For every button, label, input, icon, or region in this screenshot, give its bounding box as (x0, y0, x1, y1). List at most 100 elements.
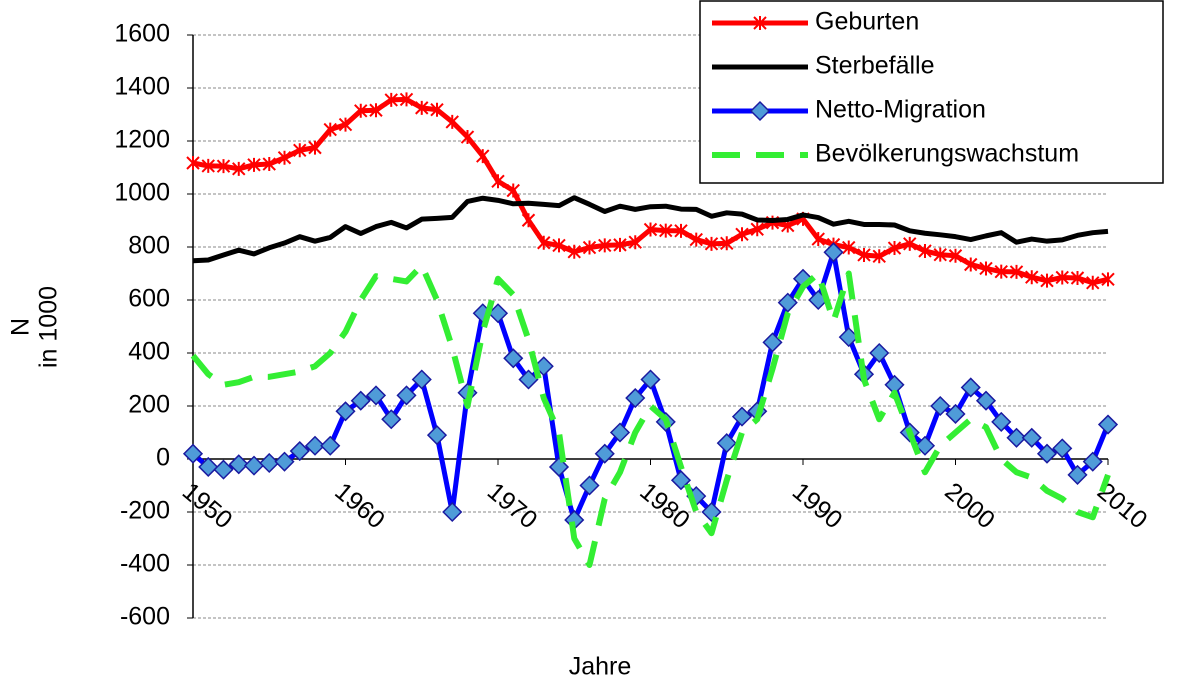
y-axis-title: N (7, 318, 35, 336)
diamond-marker (823, 242, 844, 263)
star-marker (842, 240, 856, 255)
series-group (192, 195, 1109, 264)
star-marker (354, 103, 368, 118)
star-marker (1101, 272, 1115, 287)
diamond-marker (914, 435, 936, 456)
diamond-marker (365, 385, 387, 406)
star-marker (369, 103, 383, 118)
legend-label: Netto-Migration (815, 96, 986, 124)
star-marker (1040, 273, 1054, 288)
star-marker (1070, 271, 1085, 286)
diamond-marker (396, 385, 417, 406)
diamond-marker (975, 390, 997, 411)
diamond-marker (198, 456, 219, 478)
series-group (182, 242, 1119, 531)
diamond-marker (930, 395, 951, 417)
y-axis-title: in 1000 (35, 286, 63, 368)
y-tick-label: 600 (128, 285, 170, 313)
star-marker (689, 232, 703, 247)
star-marker (552, 238, 566, 253)
star-marker (613, 237, 627, 252)
series-group (186, 92, 1115, 290)
diamond-marker (518, 369, 539, 390)
star-marker (735, 227, 749, 242)
star-marker (201, 158, 215, 173)
diamond-marker (777, 292, 798, 313)
x-tick-label: 1970 (482, 477, 543, 534)
y-tick-label: -400 (120, 550, 170, 578)
star-marker (918, 243, 932, 258)
star-marker (247, 157, 261, 172)
y-tick-label: 1000 (114, 179, 170, 207)
star-marker (262, 157, 276, 172)
star-marker (887, 241, 902, 256)
diamond-marker (335, 401, 356, 422)
star-marker (750, 222, 764, 237)
star-marker (521, 213, 536, 228)
star-marker (1055, 270, 1069, 285)
star-marker (460, 130, 475, 145)
diamond-marker (228, 454, 249, 475)
legend-marker (753, 16, 767, 30)
x-tick-label: 1950 (177, 477, 238, 534)
star-marker (964, 257, 978, 272)
star-marker (628, 235, 642, 250)
diamond-marker (609, 422, 631, 443)
diamond-marker (1067, 464, 1088, 485)
diamond-marker (350, 390, 371, 411)
star-marker (232, 161, 246, 176)
y-tick-label: -200 (120, 497, 170, 525)
diamond-marker (960, 377, 981, 398)
star-marker (598, 238, 612, 253)
diamond-marker (320, 435, 341, 456)
diamond-marker (716, 433, 737, 454)
diamond-marker (381, 409, 402, 430)
diamond-marker (1006, 427, 1027, 448)
star-marker (582, 240, 597, 255)
star-marker (933, 247, 947, 262)
star-marker (857, 247, 871, 262)
diamond-marker (182, 443, 204, 464)
series-line (192, 195, 1109, 264)
diamond-marker (213, 459, 234, 480)
star-marker (643, 222, 658, 237)
star-marker (506, 183, 520, 198)
star-marker (186, 155, 200, 170)
star-marker (415, 100, 429, 115)
diamond-marker (731, 406, 753, 427)
diamond-marker (1052, 438, 1073, 459)
star-marker (293, 143, 307, 158)
y-tick-label: -600 (120, 603, 170, 631)
diamond-marker (289, 440, 310, 462)
star-marker (704, 236, 719, 251)
x-tick-label: 2000 (939, 477, 1000, 534)
legend-label: Geburten (815, 8, 919, 36)
star-marker (323, 122, 337, 137)
legend-marker (749, 100, 771, 122)
diamond-marker (548, 456, 570, 478)
star-marker (674, 223, 688, 238)
star-marker (338, 117, 353, 132)
series-group (190, 262, 1111, 568)
legend: Geburten Sterbefälle Netto-Migration Bevölk… (699, 0, 1164, 184)
star-marker (1009, 264, 1024, 279)
diamond-marker (1021, 427, 1042, 448)
diamond-marker (274, 451, 295, 472)
diamond-marker (1036, 443, 1058, 464)
star-marker (903, 236, 917, 251)
y-tick-label: 1200 (114, 126, 170, 154)
diamond-marker (426, 425, 448, 446)
star-marker (216, 159, 231, 174)
star-marker (567, 244, 581, 259)
legend-label: Sterbefälle (815, 52, 935, 80)
diamond-marker (625, 387, 646, 409)
diamond-marker (304, 435, 326, 456)
diamond-marker (945, 403, 966, 425)
star-marker (948, 248, 963, 263)
star-marker (445, 114, 459, 129)
star-marker (277, 150, 292, 165)
star-marker (308, 140, 322, 155)
y-tick-label: 1400 (114, 73, 170, 101)
diamond-marker (701, 501, 722, 523)
